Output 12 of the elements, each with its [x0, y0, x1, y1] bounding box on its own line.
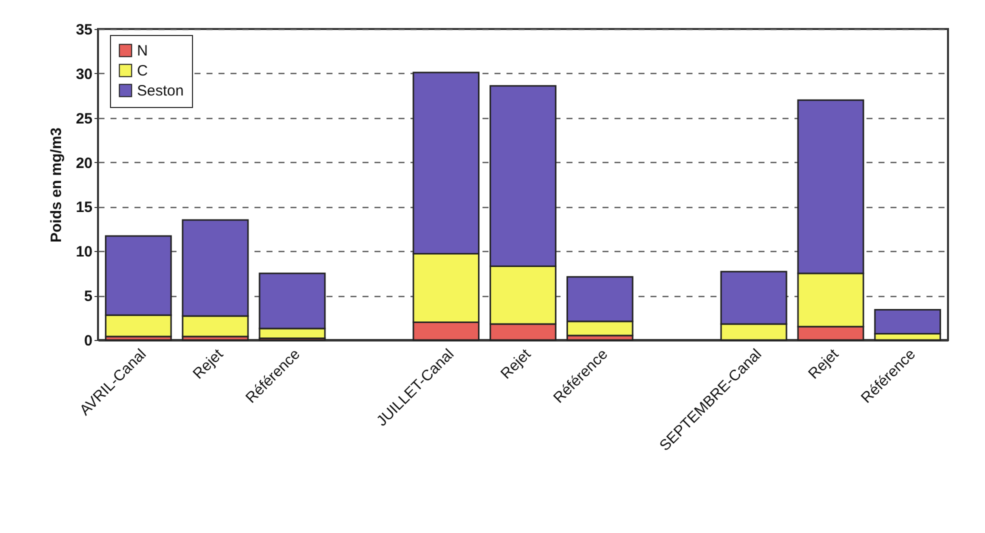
y-tick-label: 35 [76, 22, 92, 38]
legend-label: N [137, 42, 148, 60]
y-tick-label: 10 [76, 244, 92, 261]
y-tick-label: 15 [76, 199, 92, 216]
y-axis-title: Poids en mg/m3 [48, 127, 65, 243]
y-tick-label: 0 [84, 332, 92, 350]
legend-label: C [137, 62, 148, 80]
y-tick-label: 30 [76, 66, 92, 83]
legend-label: Seston [137, 82, 184, 100]
y-tick-label: 5 [84, 288, 92, 306]
y-tick-label: 20 [76, 154, 92, 172]
y-tick-label: 25 [76, 110, 92, 128]
